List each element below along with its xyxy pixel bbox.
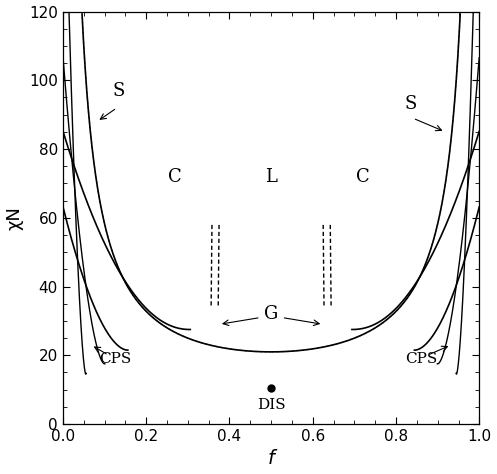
X-axis label: f: f bbox=[268, 449, 274, 468]
Text: L: L bbox=[265, 167, 277, 185]
Text: S: S bbox=[405, 95, 417, 113]
Text: CPS: CPS bbox=[405, 352, 437, 366]
Text: G: G bbox=[264, 305, 278, 323]
Y-axis label: χN: χN bbox=[5, 206, 23, 230]
Text: C: C bbox=[356, 167, 370, 185]
Text: DIS: DIS bbox=[257, 398, 285, 412]
Text: C: C bbox=[168, 167, 182, 185]
Text: CPS: CPS bbox=[99, 352, 131, 366]
Text: S: S bbox=[113, 82, 125, 100]
